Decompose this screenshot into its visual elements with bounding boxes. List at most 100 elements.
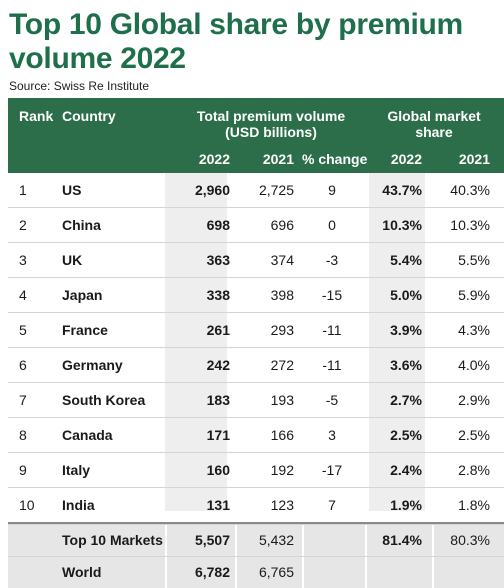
column-divider [432,525,434,556]
change-cell: -5 [325,392,339,408]
rank-cell: 5 [19,322,27,338]
share-2021-cell: 5.5% [458,252,490,268]
totals-row: World 6,782 6,765 [8,556,504,588]
title-line-2: volume 2022 [9,42,186,75]
volume-2022-cell: 363 [206,252,230,268]
column-highlight-2022-volume [165,173,227,511]
volume-2022-cell: 242 [206,357,230,373]
share-2022-cell: 2.4% [390,462,422,478]
table-row: 4 Japan 338 398 -15 5.0% 5.9% [8,277,504,312]
share-2021-cell: 2.8% [458,462,490,478]
table-row: 6 Germany 242 272 -11 3.6% 4.0% [8,347,504,382]
column-divider [365,557,367,588]
volume-2022-cell: 338 [206,287,230,303]
header-rank: Rank [19,108,54,124]
volume-2021-cell: 192 [270,462,294,478]
column-divider [302,557,304,588]
change-cell: -3 [325,252,339,268]
volume-2021-cell: 193 [270,392,294,408]
volume-2022-cell: 131 [206,497,230,513]
volume-2021-cell: 166 [270,427,294,443]
volume-2021-cell: 123 [270,497,294,513]
column-divider [365,525,367,556]
country-cell: US [62,182,82,198]
change-cell: 7 [328,497,336,513]
table-row: 10 India 131 123 7 1.9% 1.8% [8,487,504,522]
header-volume-2021: 2021 [262,151,294,167]
share-2021-cell: 10.3% [450,217,490,233]
country-cell: India [62,497,95,513]
table-row: 1 US 2,960 2,725 9 43.7% 40.3% [8,173,504,207]
volume-2022-cell: 698 [206,217,230,233]
header-share: Global market share [374,108,494,140]
country-cell: Japan [62,287,103,303]
change-cell: -11 [322,357,342,373]
volume-2021-cell: 293 [270,322,294,338]
share-2021-cell: 4.0% [458,357,490,373]
change-cell: 0 [328,217,336,233]
column-divider [165,525,167,556]
totals-volume-2021-cell: 6,765 [258,564,294,580]
volume-2022-cell: 2,960 [194,182,230,198]
change-cell: -11 [322,322,342,338]
change-cell: 9 [328,182,336,198]
page-title: Top 10 Global share by premium volume 20… [9,8,463,76]
share-2021-cell: 2.5% [458,427,490,443]
share-2021-cell: 1.8% [458,497,490,513]
change-cell: -17 [321,462,343,478]
title-line-1: Top 10 Global share by premium [9,8,463,41]
country-cell: Germany [62,357,123,373]
source-note: Source: Swiss Re Institute [9,79,150,93]
rank-cell: 9 [19,462,27,478]
totals-share-2021-cell: 80.3% [450,532,490,548]
column-divider [432,557,434,588]
header-volume-2022: 2022 [198,151,230,167]
rank-cell: 7 [19,392,27,408]
share-2021-cell: 2.9% [458,392,490,408]
share-2022-cell: 1.9% [390,497,422,513]
country-cell: France [62,322,108,338]
header-share-2021: 2021 [458,151,490,167]
table-row: 2 China 698 696 0 10.3% 10.3% [8,207,504,242]
country-cell: South Korea [62,392,146,408]
volume-2022-cell: 171 [206,427,230,443]
column-divider [235,557,237,588]
share-2022-cell: 43.7% [382,182,422,198]
totals-row: Top 10 Markets 5,507 5,432 81.4% 80.3% [8,524,504,556]
country-cell: China [62,217,101,233]
rank-cell: 10 [19,497,35,513]
rank-cell: 4 [19,287,27,303]
share-2022-cell: 3.6% [390,357,422,373]
column-highlight-2022-share [369,173,425,511]
rank-cell: 8 [19,427,27,443]
volume-2022-cell: 261 [206,322,230,338]
share-2022-cell: 5.0% [390,287,422,303]
volume-2021-cell: 398 [270,287,294,303]
totals-volume-2022-cell: 5,507 [194,532,230,548]
table-body: 1 US 2,960 2,725 9 43.7% 40.3% 2 China 698 696 0 10.… [8,173,504,522]
volume-2021-cell: 2,725 [258,182,294,198]
share-2021-cell: 40.3% [450,182,490,198]
column-divider [302,525,304,556]
header-volume-line1: Total premium volume [196,108,346,124]
share-2022-cell: 2.7% [390,392,422,408]
share-2022-cell: 5.4% [390,252,422,268]
header-share-2022: 2022 [390,151,422,167]
country-cell: Italy [62,462,91,478]
volume-2021-cell: 272 [270,357,294,373]
volume-2021-cell: 696 [270,217,294,233]
volume-2022-cell: 160 [206,462,230,478]
share-2022-cell: 2.5% [390,427,422,443]
share-2021-cell: 4.3% [458,322,490,338]
rank-cell: 3 [19,252,27,268]
share-2022-cell: 3.9% [390,322,422,338]
totals-volume-2022-cell: 6,782 [194,564,230,580]
country-cell: Canada [62,427,113,443]
header-volume-line2: (USD billions) [225,124,317,140]
column-divider [165,557,167,588]
volume-2022-cell: 183 [206,392,230,408]
rank-cell: 6 [19,357,27,373]
column-divider [235,525,237,556]
change-cell: 3 [328,427,336,443]
header-share-line2: share [415,124,453,140]
